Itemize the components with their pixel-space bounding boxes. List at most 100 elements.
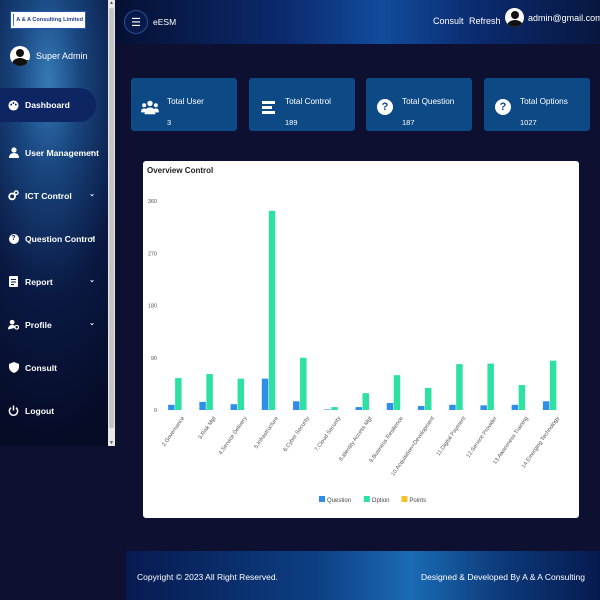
stat-card-total-control[interactable]: Total Control 189 xyxy=(249,78,355,131)
x-tick-label: 9.Business Resilience xyxy=(369,416,405,464)
users-icon xyxy=(141,98,159,116)
list-icon xyxy=(259,98,277,116)
palette-icon xyxy=(8,99,19,111)
sidebar-nav: Dashboard User Management ⌄ ICT Control … xyxy=(0,88,115,432)
sidebar-item-ict-control[interactable]: ICT Control ⌄ xyxy=(0,174,115,217)
stat-title: Total User xyxy=(167,97,204,106)
stat-title: Total Options xyxy=(520,97,568,106)
stat-value: 187 xyxy=(402,118,415,127)
consult-link[interactable]: Consult xyxy=(433,16,464,26)
stat-title: Total Question xyxy=(402,97,455,106)
x-tick-label: 4.Service Delivery xyxy=(218,416,249,457)
logo-text: A & A Consulting Limited xyxy=(16,17,83,23)
sidebar-item-label: Logout xyxy=(25,405,55,416)
bar-option xyxy=(362,393,369,410)
user-name: Super Admin xyxy=(36,51,88,61)
legend-swatch xyxy=(319,496,325,502)
x-tick-label: 13.Awareness Training xyxy=(492,416,530,466)
bar-option xyxy=(206,374,213,410)
online-status-icon xyxy=(24,60,30,66)
bar-option xyxy=(549,360,557,410)
legend-swatch xyxy=(401,496,408,502)
stat-card-total-question[interactable]: ? Total Question 187 xyxy=(366,78,472,131)
copyright-text: Copyright © 2023 All Right Reserved. xyxy=(137,572,278,582)
scroll-down-icon[interactable]: ▼ xyxy=(109,440,114,446)
legend-label: Points xyxy=(409,498,426,504)
bar-question xyxy=(199,401,206,410)
x-tick-label: 5.Infrastructure xyxy=(253,416,279,450)
stat-card-total-user[interactable]: Total User 3 xyxy=(131,78,237,131)
sidebar-item-consult[interactable]: Consult xyxy=(0,346,115,389)
bar-option xyxy=(393,375,401,410)
company-logo[interactable]: A & A Consulting Limited xyxy=(10,11,86,29)
scroll-up-icon[interactable]: ▲ xyxy=(109,0,114,6)
x-tick-label: 14.Emerging Technology xyxy=(521,416,561,470)
refresh-link[interactable]: Refresh xyxy=(469,16,501,26)
sidebar-item-label: Profile xyxy=(25,319,52,330)
stat-title: Total Control xyxy=(285,97,331,106)
brand-name: eESM xyxy=(153,17,177,27)
bar-option xyxy=(487,363,494,410)
overview-bar-chart: 0 90 180 270 360 2.Governance 3.Risk Mgt 4.Serv… xyxy=(148,199,561,504)
stat-card-total-options[interactable]: ? Total Options 1027 xyxy=(484,78,590,131)
chevron-down-icon: ⌄ xyxy=(89,277,95,284)
bar-question xyxy=(324,409,331,410)
sidebar-item-label: User Management xyxy=(25,147,100,158)
user-cog-icon xyxy=(8,319,19,330)
stat-value: 189 xyxy=(285,118,298,127)
sidebar-item-label: Question Control xyxy=(25,233,96,244)
power-icon xyxy=(8,405,19,416)
chart-title: Overview Control xyxy=(147,166,214,175)
bar-question xyxy=(417,405,425,410)
bar-option xyxy=(237,378,245,410)
bar-question xyxy=(449,404,456,410)
y-tick-label: 270 xyxy=(148,251,157,257)
sidebar-item-label: Report xyxy=(25,276,53,287)
user-email: admin@gmail.com xyxy=(528,12,600,23)
sidebar-item-label: Dashboard xyxy=(25,100,70,110)
menu-toggle-button[interactable]: ☰ xyxy=(124,10,148,34)
logo-mark-icon xyxy=(13,14,15,26)
sidebar-item-logout[interactable]: Logout xyxy=(0,389,115,432)
overview-control-panel: 0 90 180 270 360 2.Governance 3.Risk Mgt 4.Serv… xyxy=(143,161,579,518)
sidebar-item-user-management[interactable]: User Management ⌄ xyxy=(0,131,115,174)
bar-option xyxy=(268,210,276,410)
hamburger-icon: ☰ xyxy=(131,16,141,29)
y-tick-label: 0 xyxy=(154,408,157,414)
y-tick-label: 180 xyxy=(148,304,157,310)
bar-option xyxy=(175,378,182,410)
scroll-thumb[interactable] xyxy=(109,8,114,428)
user-menu[interactable]: admin@gmail.com ⌄ xyxy=(505,8,600,27)
bar-question xyxy=(386,403,394,410)
sidebar-item-dashboard[interactable]: Dashboard xyxy=(0,88,96,122)
footer: Copyright © 2023 All Right Reserved. Des… xyxy=(126,551,600,600)
cogs-icon xyxy=(8,190,19,201)
chevron-down-icon: ⌄ xyxy=(89,234,95,241)
x-tick-label: 11.Digital Payment xyxy=(436,415,468,457)
report-icon xyxy=(8,276,19,287)
y-tick-label: 360 xyxy=(148,199,157,205)
sidebar: A & A Consulting Limited Super Admin Das… xyxy=(0,0,115,446)
bar-option xyxy=(518,385,526,410)
question-circle-icon: ? xyxy=(494,98,512,116)
bar-question xyxy=(542,401,550,410)
sidebar-item-report[interactable]: Report ⌄ xyxy=(0,260,115,303)
question-icon: ? xyxy=(8,233,19,244)
chevron-down-icon: ⌄ xyxy=(89,191,95,198)
sidebar-item-label: Consult xyxy=(25,362,57,373)
x-tick-label: 8.Identity Access Mgt xyxy=(338,415,373,462)
legend-label: Question xyxy=(327,498,351,504)
sidebar-scrollbar[interactable]: ▲ ▼ xyxy=(108,0,115,446)
sidebar-item-question-control[interactable]: ? Question Control ⌄ xyxy=(0,217,115,260)
bar-option xyxy=(456,364,463,410)
x-tick-label: 7.Cloud Security xyxy=(314,416,343,453)
question-circle-icon: ? xyxy=(376,98,394,116)
header-avatar xyxy=(505,8,524,27)
x-tick-label: 6.Cyber Security xyxy=(283,416,312,453)
bar-question xyxy=(168,404,175,410)
credit-text: Designed & Developed By A & A Consulting xyxy=(421,572,585,582)
top-header: ☰ eESM Consult Refresh admin@gmail.com ⌄ xyxy=(115,0,600,44)
sidebar-item-profile[interactable]: Profile ⌄ xyxy=(0,303,115,346)
bar-question xyxy=(261,378,269,410)
